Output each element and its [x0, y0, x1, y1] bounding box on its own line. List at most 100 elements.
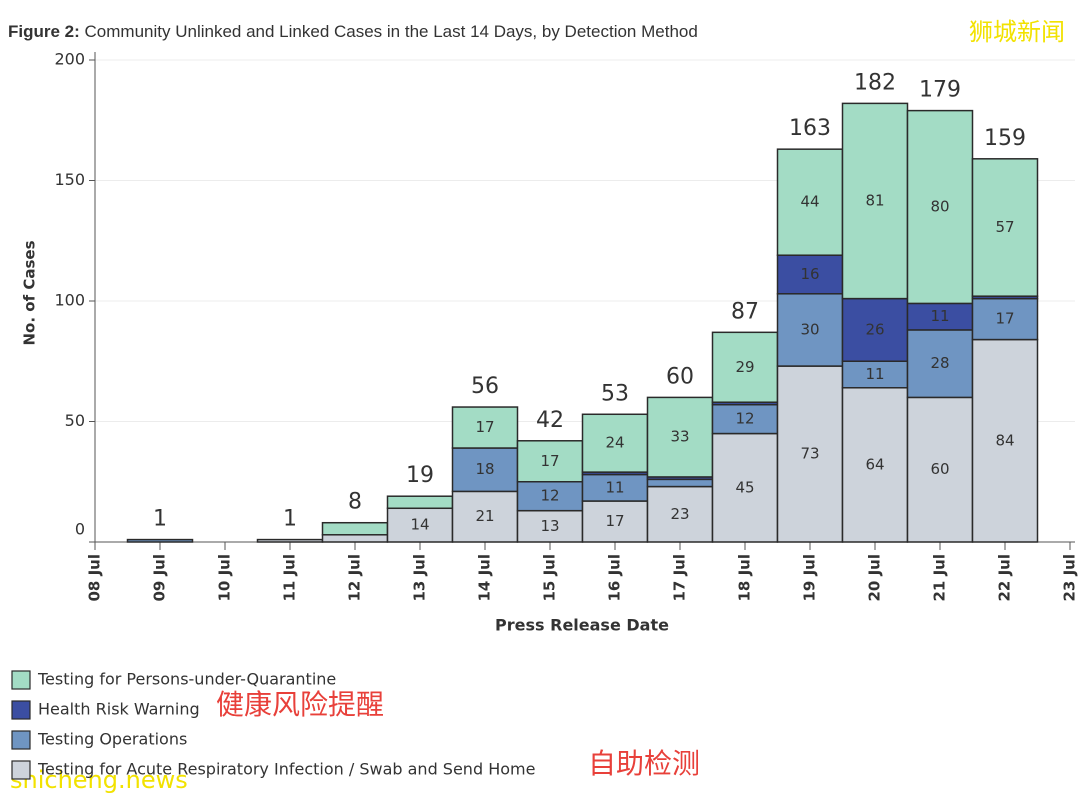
bar-segment: [776, 293, 844, 367]
segment-label: 57: [995, 218, 1014, 236]
x-tick-label: 20 Jul: [866, 554, 884, 602]
total-label: 1: [153, 507, 167, 532]
segment-label: 24: [605, 434, 624, 452]
x-tick-label: 23 Jul: [1061, 554, 1079, 602]
bar-segment: [776, 365, 844, 543]
bar-segment: [516, 481, 584, 512]
total-label: 163: [789, 116, 831, 141]
segment-label: 17: [995, 310, 1014, 328]
bar-segment: [451, 406, 519, 449]
x-tick-label: 18 Jul: [736, 554, 754, 602]
x-tick-label: 14 Jul: [476, 554, 494, 602]
segment-label: 11: [865, 365, 884, 383]
x-tick-label: 16 Jul: [606, 554, 624, 602]
watermark: 狮城新闻: [969, 18, 1065, 46]
segment-label: 17: [475, 418, 494, 436]
annotation: 健康风险提醒: [216, 688, 384, 721]
bar-segment: [581, 500, 649, 543]
segment-label: 14: [410, 516, 429, 534]
segment-label: 73: [800, 445, 819, 463]
bar-segment: [971, 158, 1039, 297]
y-tick-label: 100: [54, 291, 85, 310]
segment-label: 81: [865, 191, 884, 209]
segment-label: 29: [735, 358, 754, 376]
total-label: 87: [731, 299, 759, 324]
bar-segment: [971, 338, 1039, 543]
segment-label: 11: [605, 478, 624, 496]
legend-label: Testing for Persons-under-Quarantine: [37, 670, 336, 689]
segment-label: 12: [735, 410, 754, 428]
bar-segment: [906, 109, 974, 305]
segment-label: 26: [865, 320, 884, 338]
total-label: 182: [854, 70, 896, 95]
legend-swatch: [11, 730, 31, 750]
segment-label: 21: [475, 507, 494, 525]
total-label: 179: [919, 78, 961, 103]
total-label: 1: [283, 507, 297, 532]
bar-segment: [321, 534, 389, 543]
watermark: shicheng.news: [10, 766, 188, 794]
legend-label: Health Risk Warning: [38, 700, 200, 719]
bar-segment: [841, 102, 909, 300]
segment-label: 60: [930, 460, 949, 478]
bar-segment: [516, 440, 584, 483]
y-tick-label: 200: [54, 50, 85, 69]
bar-segment: [581, 413, 649, 473]
total-label: 42: [536, 408, 564, 433]
total-label: 56: [471, 374, 499, 399]
bar-segment: [126, 538, 194, 543]
legend-swatch: [11, 700, 31, 720]
total-label: 8: [348, 490, 362, 515]
x-tick-label: 15 Jul: [541, 554, 559, 602]
segment-label: 64: [865, 455, 884, 473]
annotation: 自助检测: [588, 747, 700, 780]
legend-swatch: [11, 670, 31, 690]
x-tick-label: 22 Jul: [996, 554, 1014, 602]
total-label: 19: [406, 463, 434, 488]
bar-segment: [971, 297, 1039, 341]
x-tick-label: 17 Jul: [671, 554, 689, 602]
segment-label: 28: [930, 354, 949, 372]
bar-segment: [256, 538, 324, 543]
bar-segment: [711, 331, 779, 403]
bar-segment: [321, 521, 389, 536]
legend-swatch: [11, 760, 31, 780]
segment-label: 30: [800, 320, 819, 338]
bar-segment: [646, 396, 714, 478]
segment-label: 44: [800, 193, 819, 211]
x-tick-label: 08 Jul: [86, 554, 104, 602]
segment-label: 84: [995, 431, 1014, 449]
x-axis-label: Press Release Date: [495, 616, 669, 635]
segment-label: 17: [605, 512, 624, 530]
bar-segment: [841, 387, 909, 543]
x-tick-label: 19 Jul: [801, 554, 819, 602]
bar-segment: [906, 396, 974, 543]
segment-label: 80: [930, 198, 949, 216]
segment-label: 45: [735, 478, 754, 496]
total-label: 60: [666, 364, 694, 389]
y-axis-label: No. of Cases: [21, 240, 39, 345]
bar-segment: [386, 507, 454, 543]
segment-label: 17: [540, 452, 559, 470]
title-text: Community Unlinked and Linked Cases in t…: [85, 22, 698, 41]
y-tick-label: 150: [54, 170, 85, 189]
x-tick-label: 13 Jul: [411, 554, 429, 602]
bar-segment: [646, 478, 714, 488]
segment-label: 16: [800, 265, 819, 283]
x-tick-label: 21 Jul: [931, 554, 949, 602]
bar-segment: [841, 297, 909, 362]
segment-label: 23: [670, 505, 689, 523]
segment-label: 11: [930, 307, 949, 325]
segment-label: 13: [540, 517, 559, 535]
total-label: 53: [601, 381, 629, 406]
y-tick-label: 0: [75, 520, 85, 539]
x-tick-label: 12 Jul: [346, 554, 364, 602]
bar-segment: [386, 495, 454, 510]
x-tick-label: 10 Jul: [216, 554, 234, 602]
bar-segment: [776, 148, 844, 256]
segment-label: 18: [475, 460, 494, 478]
segment-label: 12: [540, 487, 559, 505]
legend-label: Testing Operations: [37, 730, 187, 749]
